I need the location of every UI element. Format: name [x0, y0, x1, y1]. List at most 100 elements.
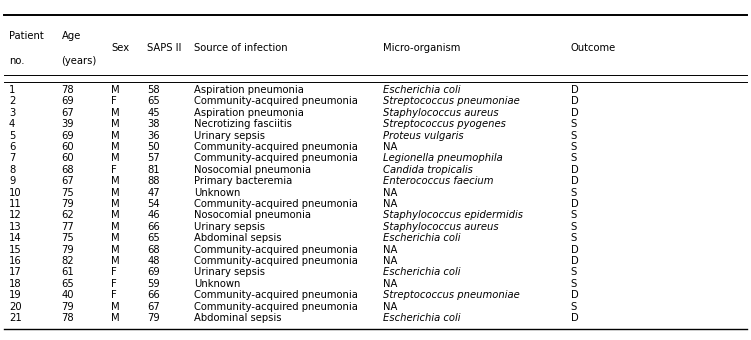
Text: 69: 69	[147, 267, 160, 277]
Text: NA: NA	[383, 244, 397, 255]
Text: Sex: Sex	[111, 44, 129, 53]
Text: 79: 79	[147, 313, 160, 323]
Text: 62: 62	[62, 210, 74, 220]
Text: Unknown: Unknown	[194, 279, 240, 289]
Text: (years): (years)	[62, 56, 97, 66]
Text: M: M	[111, 199, 119, 209]
Text: F: F	[111, 97, 117, 106]
Text: Necrotizing fasciitis: Necrotizing fasciitis	[194, 119, 291, 129]
Text: F: F	[111, 267, 117, 277]
Text: 21: 21	[9, 313, 22, 323]
Text: 11: 11	[9, 199, 22, 209]
Text: S: S	[571, 233, 577, 243]
Text: Community-acquired pneumonia: Community-acquired pneumonia	[194, 97, 357, 106]
Text: Proteus vulgaris: Proteus vulgaris	[383, 131, 463, 141]
Text: Candida tropicalis: Candida tropicalis	[383, 165, 473, 175]
Text: F: F	[111, 165, 117, 175]
Text: NA: NA	[383, 302, 397, 311]
Text: Aspiration pneumonia: Aspiration pneumonia	[194, 108, 303, 118]
Text: 4: 4	[9, 119, 15, 129]
Text: Community-acquired pneumonia: Community-acquired pneumonia	[194, 256, 357, 266]
Text: M: M	[111, 188, 119, 198]
Text: D: D	[571, 256, 578, 266]
Text: 10: 10	[9, 188, 22, 198]
Text: 68: 68	[147, 244, 160, 255]
Text: Community-acquired pneumonia: Community-acquired pneumonia	[194, 302, 357, 311]
Text: S: S	[571, 302, 577, 311]
Text: Primary bacteremia: Primary bacteremia	[194, 176, 292, 186]
Text: 79: 79	[62, 199, 74, 209]
Text: 12: 12	[9, 210, 22, 220]
Text: Urinary sepsis: Urinary sepsis	[194, 267, 265, 277]
Text: 65: 65	[147, 233, 160, 243]
Text: 82: 82	[62, 256, 74, 266]
Text: 14: 14	[9, 233, 22, 243]
Text: NA: NA	[383, 188, 397, 198]
Text: 7: 7	[9, 153, 15, 164]
Text: M: M	[111, 119, 119, 129]
Text: 50: 50	[147, 142, 160, 152]
Text: 6: 6	[9, 142, 15, 152]
Text: Staphylococcus aureus: Staphylococcus aureus	[383, 108, 499, 118]
Text: D: D	[571, 199, 578, 209]
Text: 54: 54	[147, 199, 160, 209]
Text: 68: 68	[62, 165, 74, 175]
Text: 17: 17	[9, 267, 22, 277]
Text: Age: Age	[62, 31, 81, 41]
Text: 59: 59	[147, 279, 160, 289]
Text: 81: 81	[147, 165, 160, 175]
Text: 19: 19	[9, 290, 22, 300]
Text: S: S	[571, 222, 577, 232]
Text: S: S	[571, 153, 577, 164]
Text: Aspiration pneumonia: Aspiration pneumonia	[194, 85, 303, 95]
Text: 47: 47	[147, 188, 160, 198]
Text: 69: 69	[62, 131, 74, 141]
Text: 61: 61	[62, 267, 74, 277]
Text: 88: 88	[147, 176, 160, 186]
Text: Urinary sepsis: Urinary sepsis	[194, 131, 265, 141]
Text: M: M	[111, 131, 119, 141]
Text: 67: 67	[147, 302, 160, 311]
Text: M: M	[111, 108, 119, 118]
Text: Escherichia coli: Escherichia coli	[383, 267, 460, 277]
Text: S: S	[571, 210, 577, 220]
Text: 60: 60	[62, 142, 74, 152]
Text: 1: 1	[9, 85, 15, 95]
Text: D: D	[571, 97, 578, 106]
Text: 18: 18	[9, 279, 22, 289]
Text: Community-acquired pneumonia: Community-acquired pneumonia	[194, 244, 357, 255]
Text: M: M	[111, 244, 119, 255]
Text: no.: no.	[9, 56, 25, 66]
Text: NA: NA	[383, 279, 397, 289]
Text: S: S	[571, 279, 577, 289]
Text: S: S	[571, 267, 577, 277]
Text: 79: 79	[62, 244, 74, 255]
Text: SAPS II: SAPS II	[147, 44, 182, 53]
Text: 60: 60	[62, 153, 74, 164]
Text: 67: 67	[62, 108, 74, 118]
Text: 78: 78	[62, 313, 74, 323]
Text: 75: 75	[62, 188, 74, 198]
Text: M: M	[111, 313, 119, 323]
Text: 66: 66	[147, 290, 160, 300]
Text: Streptococcus pneumoniae: Streptococcus pneumoniae	[383, 290, 520, 300]
Text: Nosocomial pneumonia: Nosocomial pneumonia	[194, 210, 311, 220]
Text: S: S	[571, 142, 577, 152]
Text: Community-acquired pneumonia: Community-acquired pneumonia	[194, 199, 357, 209]
Text: F: F	[111, 279, 117, 289]
Text: Community-acquired pneumonia: Community-acquired pneumonia	[194, 153, 357, 164]
Text: 13: 13	[9, 222, 22, 232]
Text: Unknown: Unknown	[194, 188, 240, 198]
Text: M: M	[111, 233, 119, 243]
Text: NA: NA	[383, 142, 397, 152]
Text: Community-acquired pneumonia: Community-acquired pneumonia	[194, 142, 357, 152]
Text: 58: 58	[147, 85, 160, 95]
Text: 65: 65	[147, 97, 160, 106]
Text: Abdominal sepsis: Abdominal sepsis	[194, 233, 282, 243]
Text: 65: 65	[62, 279, 74, 289]
Text: 69: 69	[62, 97, 74, 106]
Text: Nosocomial pneumonia: Nosocomial pneumonia	[194, 165, 311, 175]
Text: Community-acquired pneumonia: Community-acquired pneumonia	[194, 290, 357, 300]
Text: Staphylococcus aureus: Staphylococcus aureus	[383, 222, 499, 232]
Text: 2: 2	[9, 97, 15, 106]
